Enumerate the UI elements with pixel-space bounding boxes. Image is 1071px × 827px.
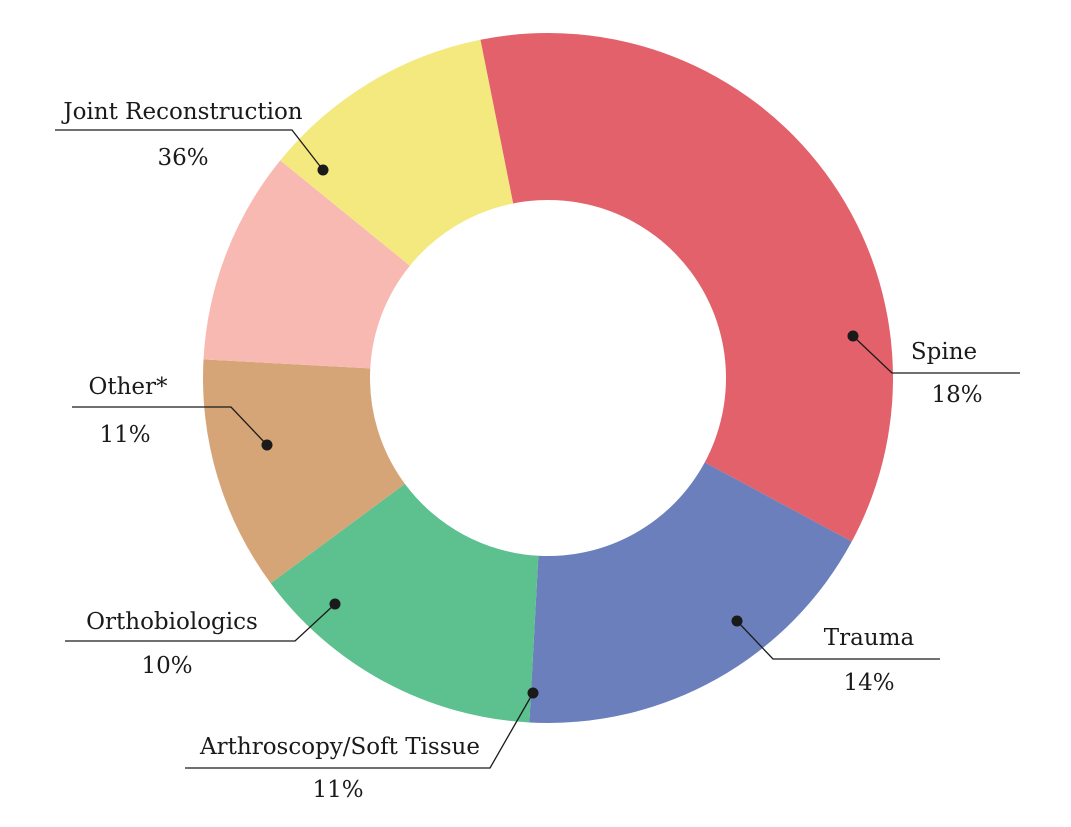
category-label: Joint Reconstruction [61,99,302,125]
leader-dot [317,164,329,176]
slice-orthobiologics [203,160,410,369]
leader-dot [329,598,341,610]
label-group-arthroscopy: Arthroscopy/Soft Tissue 11% [185,687,539,803]
slice-joint-reconstruction [480,33,893,542]
leader-dot [731,615,743,627]
category-label: Spine [911,339,977,365]
value-label: 11% [312,777,363,803]
leader-dot [847,330,859,342]
slice-other [280,39,514,266]
leader-dot [527,687,539,699]
leader-line [55,129,324,171]
leader-dot [261,439,273,451]
category-label: Trauma [824,625,915,651]
leader-line [736,620,940,660]
label-group-spine: Spine 18% [847,330,1020,408]
slices [202,33,893,723]
leader-line [185,692,534,769]
category-label: Orthobiologics [86,609,258,635]
slice-trauma [270,483,539,723]
category-label: Other* [88,374,168,400]
label-group-orthobiologics: Orthobiologics 10% [65,598,341,679]
label-group-other: Other* 11% [72,374,273,451]
category-label: Arthroscopy/Soft Tissue [199,734,480,760]
label-group-joint-reconstruction: Joint Reconstruction 36% [55,99,329,176]
label-group-trauma: Trauma 14% [731,615,940,696]
value-label: 14% [843,670,894,696]
slice-spine [529,462,852,723]
value-label: 36% [157,145,208,171]
leader-line [72,406,268,446]
slice-arthroscopy-soft-tissue [202,359,405,584]
value-label: 18% [931,382,982,408]
value-label: 11% [99,422,150,448]
leader-line [852,335,1020,374]
labels: Joint Reconstruction 36% Spine 18% Traum… [55,99,1020,803]
value-label: 10% [141,653,192,679]
leader-line [65,603,336,642]
